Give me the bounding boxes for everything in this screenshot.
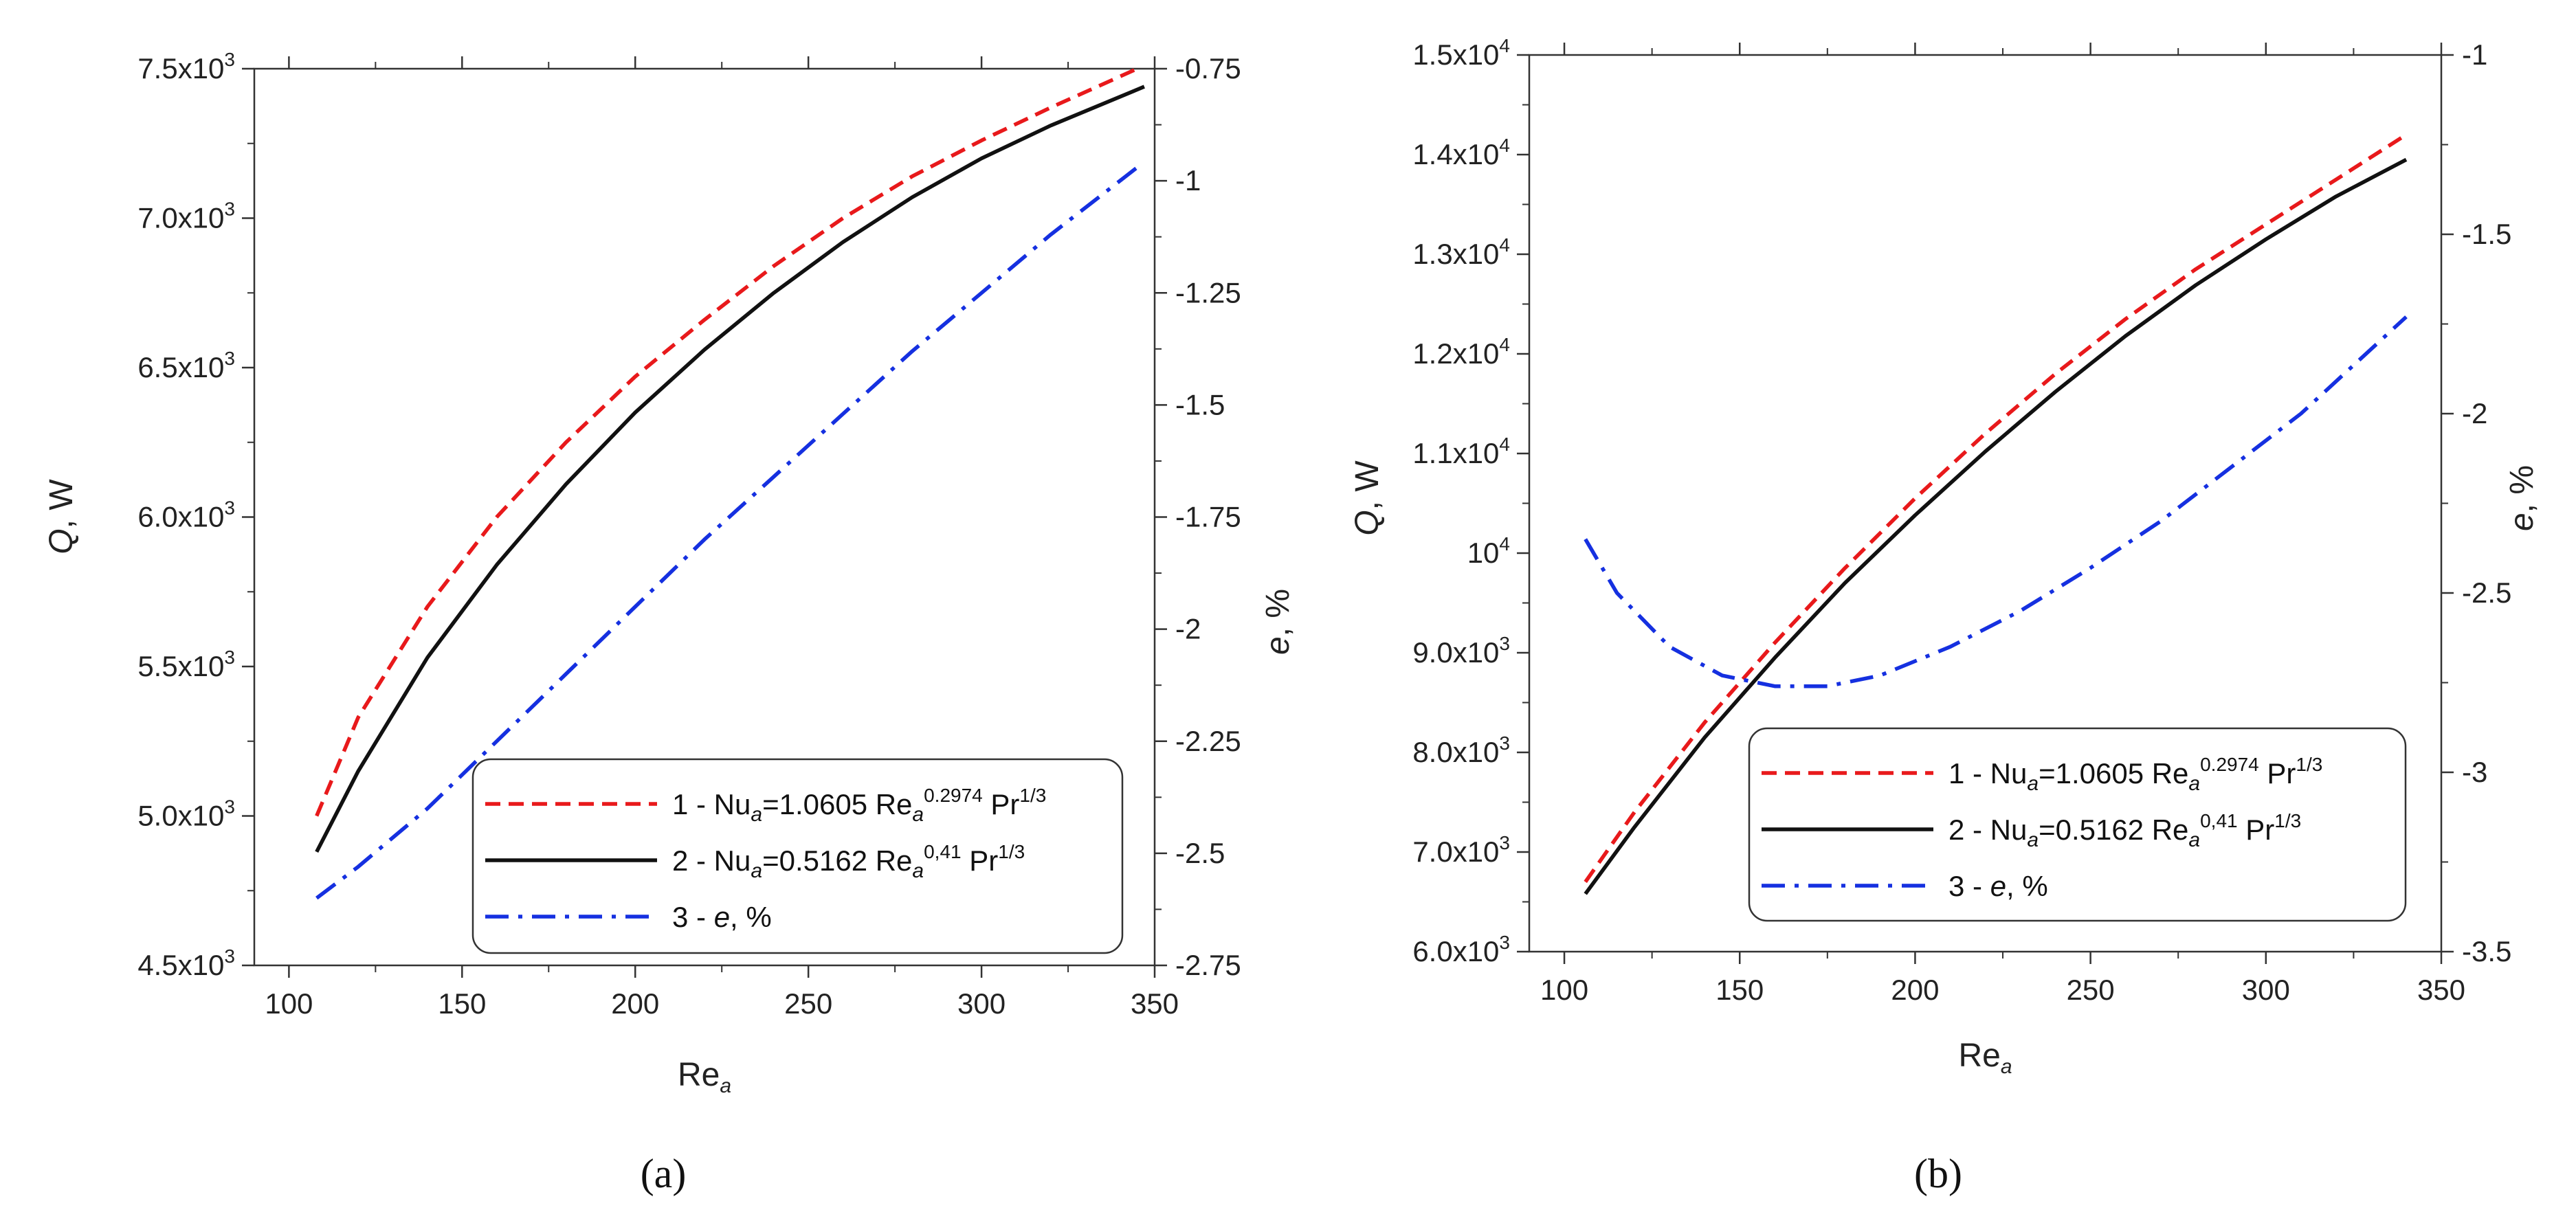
y-tick-label: 1.4x104 [1412,135,1510,170]
legend-label-1: 1 - Nua=1.0605 Rea0.2974 Pr1/3 [672,785,1046,826]
y2-tick-label: -1 [1175,164,1201,197]
x-tick-label: 200 [611,987,659,1020]
y2-tick-label: -2.5 [2462,576,2511,609]
y-tick-label: 1.5x104 [1412,35,1510,71]
y2-tick-label: -3 [2462,756,2487,788]
y-axis-title: Q, W [1349,460,1386,536]
y-tick-label: 4.5x103 [137,945,235,981]
x-tick-label: 300 [957,987,1006,1020]
y-tick-label: 5.0x103 [137,796,235,832]
legend-box [1748,727,2407,922]
x-tick-label: 250 [784,987,832,1020]
x-tick-label: 250 [2067,974,2115,1006]
y-tick-label: 1.3x104 [1412,234,1510,270]
y-tick-label: 6.5x103 [137,348,235,383]
y-tick-label: 8.0x103 [1412,732,1510,768]
series-line-2 [1584,157,2408,895]
y2-tick-label: -1.25 [1175,276,1241,309]
y2-tick-label: -2.75 [1175,949,1241,981]
y2-tick-label: -2 [1175,613,1201,645]
y-tick-label: 7.5x103 [137,49,235,85]
y2-tick-label: -2.25 [1175,725,1241,757]
series-line-3 [1584,315,2408,688]
y2-tick-label: -1.5 [2462,218,2511,250]
panel-label-b: (b) [1914,1151,1962,1196]
legend-label-2: 2 - Nua=0.5162 Rea0,41 Pr1/3 [1948,810,2301,851]
x-tick-label: 200 [1891,974,1939,1006]
series-line-1 [315,67,1138,817]
y-tick-label: 6.0x103 [137,497,235,533]
series-line-1 [1584,133,2408,884]
y2-tick-label: -1.5 [1175,388,1225,421]
x-tick-label: 100 [265,987,313,1020]
y-tick-label: 1.1x104 [1412,434,1510,469]
x-tick-label: 150 [1716,974,1764,1006]
y2-tick-label: -1 [2462,38,2487,71]
y2-tick-label: -0.75 [1175,52,1241,85]
legend-label-3: 3 - e, % [1948,870,2048,902]
y-tick-label: 7.0x103 [137,199,235,234]
y2-tick-label: -1.75 [1175,501,1241,533]
x-tick-label: 100 [1540,974,1588,1006]
series-line-2 [315,85,1145,853]
y2-tick-label: -2 [2462,397,2487,429]
y-tick-label: 9.0x103 [1412,633,1510,669]
y2-tick-label: -2.5 [1175,837,1225,869]
panel-label-a: (a) [641,1151,687,1196]
y-tick-label: 5.5x103 [137,647,235,682]
x-axis-title: Rea [678,1057,731,1097]
y-tick-label: 104 [1467,533,1510,569]
legend-label-1: 1 - Nua=1.0605 Rea0.2974 Pr1/3 [1948,754,2322,795]
y2-axis-title: e, % [1260,589,1296,655]
legend-box [471,758,1124,954]
x-tick-label: 300 [2242,974,2290,1006]
y-tick-label: 1.2x104 [1412,334,1510,370]
y2-axis-title: e, % [2504,465,2540,531]
x-axis-title: Rea [1958,1038,2012,1078]
y2-tick-label: -3.5 [2462,935,2511,967]
chart-panel-a: 100 150 200 250 300 350 4.5x103 5.0x103 5.5x103 6… [43,49,1296,1097]
chart-panel-b: 100 150 200 250 300 350 6.0x103 7.0x103 8.0x103 9… [1349,35,2540,1078]
legend-label-2: 2 - Nua=0.5162 Rea0,41 Pr1/3 [672,841,1025,882]
legend-label-3: 3 - e, % [672,901,772,933]
series-line-3 [315,166,1139,900]
y-tick-label: 7.0x103 [1412,832,1510,868]
y-axis-title: Q, W [43,479,80,554]
x-tick-label: 350 [2417,974,2465,1006]
y-tick-label: 6.0x103 [1412,932,1510,967]
x-tick-label: 350 [1131,987,1179,1020]
x-tick-label: 150 [438,987,486,1020]
